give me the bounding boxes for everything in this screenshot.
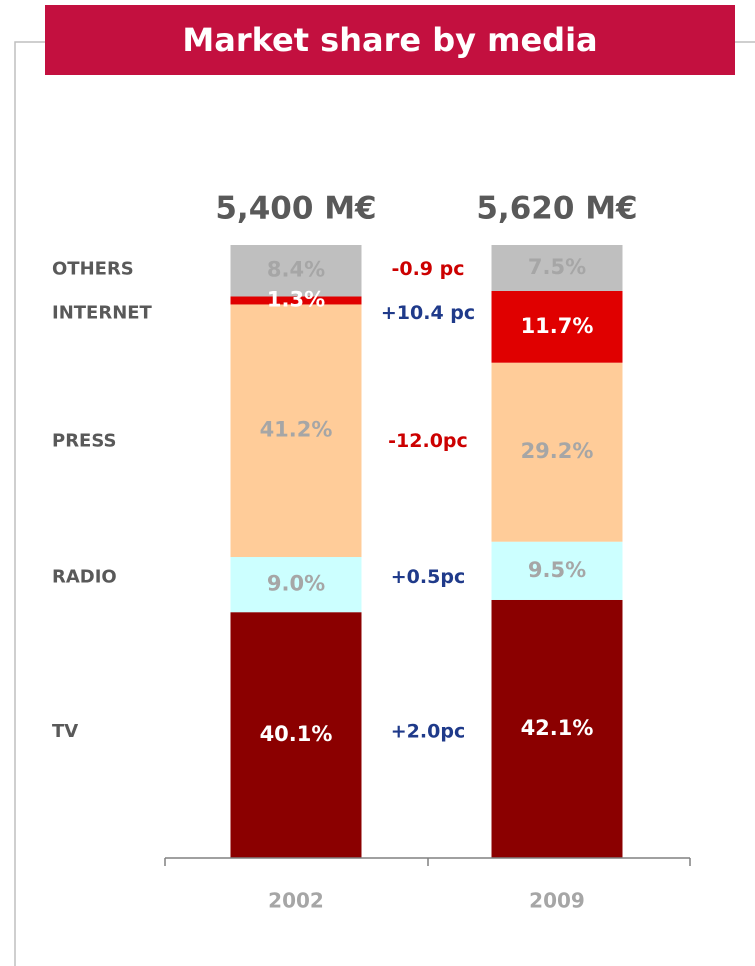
series-label: INTERNET bbox=[52, 303, 153, 324]
bar-segment bbox=[230, 296, 362, 305]
value-label: 40.1% bbox=[260, 722, 333, 746]
x-tick-label: 2009 bbox=[529, 889, 585, 913]
chart-title: Market share by media bbox=[182, 21, 597, 59]
change-label: +0.5pc bbox=[391, 566, 465, 588]
series-label: RADIO bbox=[52, 567, 117, 588]
total-label: 5,400 M€ bbox=[215, 191, 376, 227]
value-label: 42.1% bbox=[521, 716, 594, 740]
bar-segment bbox=[230, 612, 362, 858]
bar-segment bbox=[491, 599, 623, 858]
value-label: 9.0% bbox=[267, 572, 325, 596]
bar-segment bbox=[491, 245, 623, 291]
bar-segment bbox=[491, 290, 623, 363]
series-label: OTHERS bbox=[52, 258, 134, 279]
bar-segment bbox=[230, 245, 362, 297]
change-label: +10.4 pc bbox=[381, 302, 475, 324]
change-label: -12.0pc bbox=[388, 430, 468, 452]
bar-segment bbox=[491, 362, 623, 542]
value-label: 7.5% bbox=[528, 255, 586, 279]
bar-segment bbox=[230, 557, 362, 613]
value-label: 41.2% bbox=[260, 418, 333, 442]
bar-segment bbox=[230, 304, 362, 558]
change-label: +2.0pc bbox=[391, 721, 465, 743]
value-label: 29.2% bbox=[521, 439, 594, 463]
frame bbox=[14, 41, 45, 966]
value-label: 11.7% bbox=[521, 314, 594, 338]
value-label: 1.3% bbox=[267, 287, 325, 311]
value-label: 8.4% bbox=[267, 258, 325, 282]
series-label: TV bbox=[52, 721, 78, 742]
bar-segment bbox=[491, 541, 623, 600]
title-banner bbox=[45, 5, 735, 75]
series-label: PRESS bbox=[52, 430, 116, 451]
change-label: -0.9 pc bbox=[391, 258, 464, 280]
total-label: 5,620 M€ bbox=[476, 191, 637, 227]
value-label: 9.5% bbox=[528, 558, 586, 582]
x-tick-label: 2002 bbox=[268, 889, 324, 913]
